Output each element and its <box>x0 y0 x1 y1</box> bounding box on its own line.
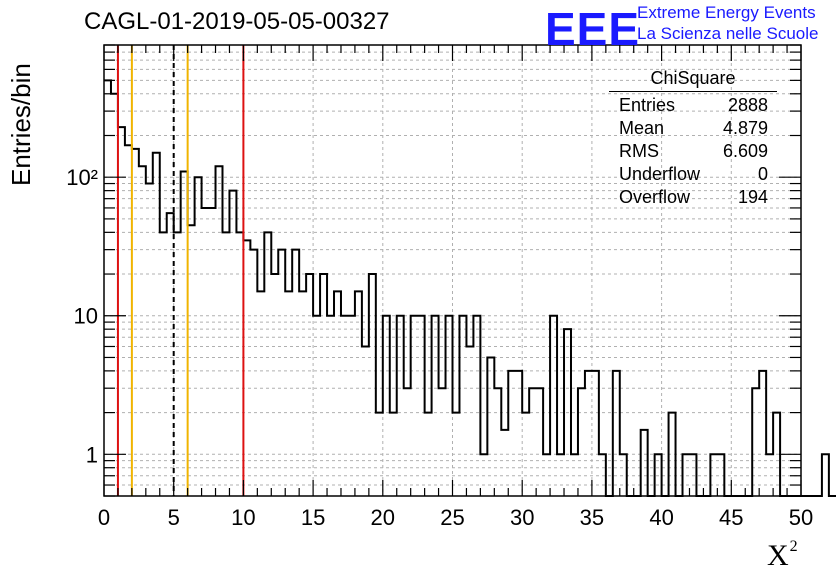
stats-value: 2888 <box>727 95 768 115</box>
y-axis-label: Entries/bin <box>6 63 36 186</box>
x-tick-label: 25 <box>440 505 464 530</box>
stats-label: Entries <box>619 95 676 115</box>
x-tick-label: 0 <box>98 505 110 530</box>
x-tick-label: 15 <box>301 505 325 530</box>
x-tick-label: 40 <box>649 505 673 530</box>
x-axis-label-base: X <box>767 539 789 572</box>
stats-row-rms: RMS 6.609 <box>609 140 777 163</box>
logo-subtitle-1: Extreme Energy Events <box>637 3 816 22</box>
y-tick-label: 1 <box>86 442 98 467</box>
x-tick-label: 20 <box>371 505 395 530</box>
x-axis-label: X2 <box>767 538 798 573</box>
stats-row-underflow: Underflow 0 <box>609 163 777 186</box>
x-tick-label: 35 <box>580 505 604 530</box>
stats-value: 4.879 <box>722 118 768 138</box>
stats-value: 0 <box>757 164 768 184</box>
stats-row-mean: Mean 4.879 <box>609 117 777 140</box>
stats-row-entries: Entries 2888 <box>609 94 777 117</box>
stats-title: ChiSquare <box>609 68 777 92</box>
stats-value: 194 <box>737 187 768 207</box>
x-tick-label: 50 <box>789 505 813 530</box>
x-tick-label: 10 <box>231 505 255 530</box>
y-tick-label: 10² <box>66 165 98 190</box>
eee-logo: EEE <box>545 3 641 55</box>
logo-subtitle-2: La Scienza nelle Scuole <box>637 24 819 43</box>
x-tick-label: 45 <box>719 505 743 530</box>
stats-label: Overflow <box>619 187 691 207</box>
stats-label: RMS <box>619 141 659 161</box>
stats-label: Underflow <box>619 164 701 184</box>
x-tick-label: 30 <box>510 505 534 530</box>
stats-value: 6.609 <box>722 141 768 161</box>
stats-label: Mean <box>619 118 665 138</box>
x-tick-label: 5 <box>168 505 180 530</box>
stats-box: ChiSquare Entries 2888 Mean 4.879 RMS 6.609… <box>609 68 777 209</box>
x-axis-label-superscript: 2 <box>789 538 798 555</box>
chart-title: CAGL-01-2019-05-05-00327 <box>84 8 390 35</box>
y-tick-label: 10 <box>74 304 98 329</box>
stats-row-overflow: Overflow 194 <box>609 186 777 209</box>
